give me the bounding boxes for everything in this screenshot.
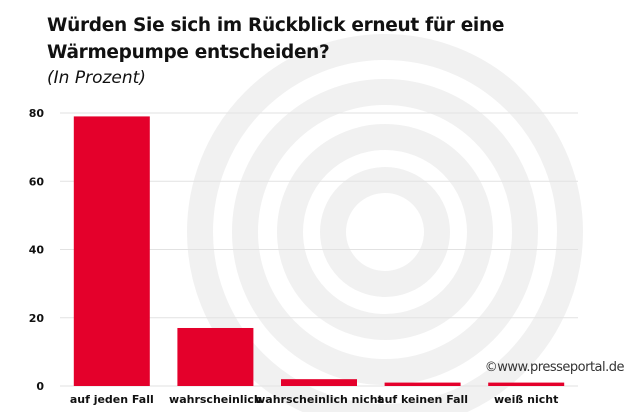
y-tick-label: 60 (29, 175, 45, 188)
spiral-ring (320, 167, 450, 297)
x-tick-label: auf keinen Fall (377, 393, 468, 406)
x-tick-label: wahrscheinlich nicht (255, 393, 383, 406)
x-tick-label: weiß nicht (494, 393, 558, 406)
x-tick-label: wahrscheinlich (169, 393, 262, 406)
chart-title: Würden Sie sich im Rückblick erneut für … (47, 15, 505, 63)
y-tick-label: 40 (29, 244, 45, 257)
bar (73, 116, 150, 386)
spiral-background (187, 34, 583, 412)
bar (384, 382, 461, 386)
y-tick-label: 0 (36, 380, 44, 393)
watermark: ©www.presseportal.de (484, 360, 625, 375)
bar (177, 327, 254, 386)
y-tick-label: 80 (29, 107, 45, 120)
spiral-ring (277, 124, 493, 340)
x-tick-label: auf jeden Fall (70, 393, 154, 406)
chart-subtitle: (In Prozent) (47, 68, 146, 88)
spiral-ring (187, 34, 583, 412)
bar (281, 379, 357, 386)
y-tick-label: 20 (29, 312, 45, 325)
bar (488, 382, 565, 386)
spiral-ring (232, 79, 538, 385)
